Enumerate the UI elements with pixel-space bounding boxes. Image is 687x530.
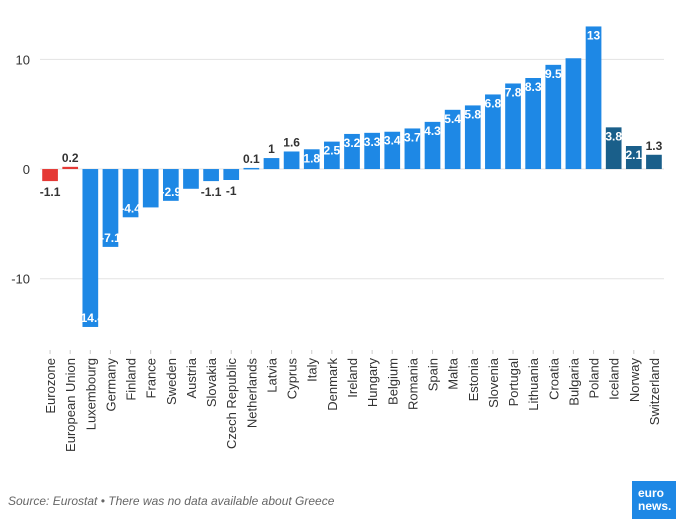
data-label: 2.5 (324, 144, 341, 158)
bar (263, 158, 280, 170)
data-label: -7.1 (100, 231, 121, 245)
x-tick-label: Iceland (607, 358, 622, 400)
data-label: 1.6 (283, 135, 300, 149)
bar (283, 151, 300, 170)
bar (364, 132, 380, 170)
bar (565, 58, 582, 170)
bar (42, 169, 58, 182)
bar (485, 94, 501, 170)
x-tick-label: European Union (63, 358, 78, 452)
x-tick-label: Spain (426, 358, 441, 391)
bar (162, 169, 179, 201)
bar (243, 167, 260, 170)
data-label: 1 (268, 142, 275, 156)
x-tick-label: Ireland (345, 358, 360, 398)
bar-chart: 10 0 -10 -1.1 0.2 -14.4 -7.1 -4.4 -2.9 -1.1 -1 0.1 1… (11, 26, 664, 452)
data-label: 3.4 (384, 134, 401, 148)
bar (625, 146, 642, 170)
bar (585, 26, 602, 170)
x-tick-label: Denmark (325, 358, 340, 411)
x-tick-label: Belgium (385, 358, 400, 405)
x-tick-label: Finland (124, 358, 139, 401)
data-label: -2.9 (160, 185, 181, 199)
bar (223, 169, 240, 180)
bar (464, 105, 481, 170)
x-tick-label: Romania (405, 357, 420, 410)
x-tick-label: Estonia (466, 357, 481, 401)
bar (384, 131, 401, 170)
x-tick-label: Slovakia (204, 357, 219, 407)
x-tick-label: Hungary (365, 358, 380, 408)
x-tick-label: Luxembourg (83, 358, 98, 430)
bar (203, 169, 219, 182)
euronews-logo: euro news. (632, 481, 676, 519)
data-label: -4.4 (120, 201, 141, 215)
data-label: 7.8 (505, 85, 522, 99)
bar (545, 64, 562, 170)
data-label: 8.3 (525, 80, 542, 94)
data-label: -1.1 (201, 185, 222, 199)
x-tick-label: Bulgaria (566, 357, 581, 405)
data-label: 5.4 (444, 112, 461, 126)
data-label: 1.8 (303, 151, 320, 165)
bar (424, 121, 441, 170)
x-tick-label: Norway (627, 358, 642, 403)
data-label: -14.4 (77, 311, 105, 325)
bar (62, 166, 79, 170)
y-tick-label: -10 (11, 272, 30, 287)
data-label: 2.1 (625, 148, 642, 162)
data-label: -1 (226, 184, 237, 198)
x-tick-label: Eurozone (43, 358, 58, 414)
x-tick-label: Malta (446, 357, 461, 390)
x-tick-label: France (144, 358, 159, 398)
x-tick-label: Switzerland (647, 358, 662, 425)
x-tick-label: Italy (305, 358, 320, 382)
data-label: 1.3 (646, 139, 663, 153)
x-tick-label: Cyprus (285, 358, 300, 400)
bar (605, 127, 622, 170)
bar (404, 128, 421, 170)
bar (142, 169, 159, 208)
bar (444, 109, 461, 170)
bar (183, 169, 199, 189)
data-label: 13 (587, 28, 601, 42)
x-tick-label: Slovenia (486, 357, 501, 408)
x-tick-label: Portugal (506, 358, 521, 407)
y-tick-label: 0 (23, 162, 30, 177)
bar (525, 78, 542, 170)
source-note: Source: Eurostat • There was no data ava… (8, 494, 335, 508)
x-tick-label: Sweden (164, 358, 179, 405)
data-label: 3.8 (605, 129, 622, 143)
data-label: 6.8 (485, 96, 502, 110)
data-label: 3.2 (344, 136, 361, 150)
x-tick-label: Austria (184, 357, 199, 398)
data-label: 5.8 (464, 107, 481, 121)
data-label: 0.2 (62, 151, 79, 165)
x-tick-label: Croatia (546, 357, 561, 400)
x-tick-label: Latvia (264, 357, 279, 392)
bar (344, 133, 360, 170)
data-label: 4.3 (424, 124, 441, 138)
bar (303, 149, 320, 170)
bar (102, 169, 119, 247)
bar (505, 83, 521, 170)
data-label: 0.1 (243, 152, 260, 166)
x-tick-label: Germany (103, 358, 118, 412)
x-tick-label: Netherlands (244, 358, 259, 429)
bar (82, 169, 99, 327)
logo-line-1: euro (638, 486, 665, 500)
data-label: 3.7 (404, 130, 421, 144)
x-tick-label: Lithuania (526, 357, 541, 411)
bar (324, 141, 340, 170)
bar (646, 154, 662, 170)
data-label: 3.3 (364, 135, 381, 149)
x-tick-label: Poland (587, 358, 602, 398)
data-label: 9.5 (545, 67, 562, 81)
data-label: -1.1 (40, 185, 61, 199)
bar (122, 169, 139, 218)
y-tick-label: 10 (16, 52, 30, 67)
x-tick-label: Czech Republic (224, 358, 239, 450)
logo-line-2: news. (638, 499, 672, 513)
